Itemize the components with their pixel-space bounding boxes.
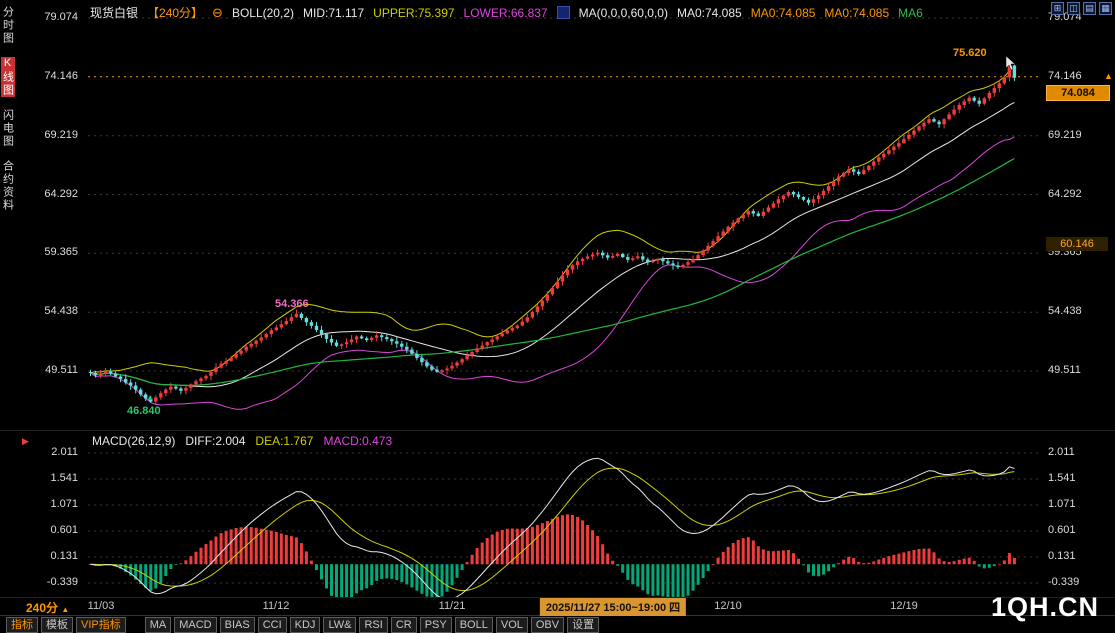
price-axis-label-right: 69.219 bbox=[1048, 128, 1082, 141]
x-axis-highlight-label: 2025/11/27 15:00~19:00 四 bbox=[539, 598, 687, 616]
x-axis-tick: 12/19 bbox=[890, 600, 918, 612]
x-axis-tick: 12/10 bbox=[714, 600, 742, 612]
panel-divider bbox=[0, 430, 1115, 431]
tab-cci[interactable]: CCI bbox=[257, 616, 287, 633]
boll-lower-value: LOWER:66.837 bbox=[463, 5, 548, 20]
collapse-arrow-icon[interactable]: ▶ bbox=[22, 436, 29, 446]
ma-value-2: MA0:74.085 bbox=[750, 5, 816, 20]
tab-boll[interactable]: BOLL bbox=[454, 616, 493, 633]
symbol-label: 现货白银 bbox=[90, 6, 139, 20]
indicator-header: 现货白银 【240分】 ⊖ BOLL(20,2) MID:71.117 UPPE… bbox=[90, 4, 923, 21]
window-layout-icon-3[interactable]: ▤ bbox=[1083, 2, 1096, 15]
boll-mid-value: MID:71.117 bbox=[303, 5, 365, 20]
tab-candle-chart[interactable]: K线图 bbox=[0, 57, 15, 97]
macd-axis-label-left: 2.011 bbox=[51, 446, 78, 458]
peak-annotation: 54.366 bbox=[275, 298, 309, 310]
price-axis-label-right: 49.511 bbox=[1048, 363, 1081, 376]
tab-contract-info[interactable]: 合约资料 bbox=[1, 160, 14, 212]
period-up-icon: ▲ bbox=[61, 605, 70, 614]
tab-vip-indicators[interactable]: VIP指标 bbox=[76, 616, 126, 633]
macd-header: MACD(26,12,9) DIFF:2.004 DEA:1.767 MACD:… bbox=[92, 434, 392, 448]
current-price-badge: 74.084 bbox=[1046, 85, 1110, 101]
period-label[interactable]: 【240分】 bbox=[147, 6, 204, 20]
tab-indicators[interactable]: 指标 bbox=[6, 616, 38, 633]
sidebar: 分时图 K线图闪电图合约资料 bbox=[0, 0, 15, 212]
tab-flash-chart[interactable]: 闪电图 bbox=[1, 109, 14, 148]
high-annotation: 75.620 bbox=[953, 47, 987, 59]
macd-axis-label-right: 1.541 bbox=[1048, 472, 1076, 484]
price-axis-label-right: 54.438 bbox=[1048, 305, 1082, 318]
period-selector[interactable]: 240分 ▲ bbox=[26, 601, 70, 615]
macd-axis-label-right: 0.131 bbox=[1048, 550, 1076, 562]
tab-macd[interactable]: MACD bbox=[174, 616, 217, 633]
tab-kdj[interactable]: KDJ bbox=[289, 616, 321, 633]
price-axis-label-left: 69.219 bbox=[44, 128, 78, 141]
ma-value-4: MA6 bbox=[898, 5, 923, 20]
price-axis-label-left: 64.292 bbox=[44, 187, 78, 200]
indicator-tabbar: 指标 模板 VIP指标 MA MACD BIAS CCI KDJ LW& RSI CR PSY BOLL… bbox=[0, 616, 1115, 633]
settlement-price-badge: 60.146 bbox=[1046, 237, 1108, 251]
macd-diff-value: DIFF:2.004 bbox=[185, 434, 246, 448]
price-axis-label-left: 49.511 bbox=[45, 363, 78, 376]
low-annotation: 46.840 bbox=[127, 405, 161, 417]
macd-axis-label-right: 0.601 bbox=[1048, 524, 1076, 536]
macd-dea-value: DEA:1.767 bbox=[255, 434, 314, 448]
window-layout-icon-4[interactable]: ▦ bbox=[1099, 2, 1112, 15]
macd-axis-label-right: -0.339 bbox=[1048, 576, 1080, 588]
window-layout-icons: ⊞ ◫ ▤ ▦ bbox=[1051, 2, 1112, 15]
price-axis-label-right: 64.292 bbox=[1048, 187, 1082, 200]
boll-upper-value: UPPER:75.397 bbox=[373, 5, 455, 20]
tab-vol[interactable]: VOL bbox=[495, 616, 528, 633]
macd-legend: MACD(26,12,9) bbox=[92, 434, 176, 448]
x-axis-tick: 11/12 bbox=[262, 600, 290, 612]
tab-time-chart[interactable]: 分时图 bbox=[1, 6, 14, 45]
window-layout-icon-2[interactable]: ◫ bbox=[1067, 2, 1080, 15]
ma-legend: MA(0,0,0,60,0,0) bbox=[578, 5, 668, 20]
tab-rsi[interactable]: RSI bbox=[359, 616, 388, 633]
macd-axis-label-left: 1.541 bbox=[50, 472, 78, 484]
mouse-cursor bbox=[1005, 55, 1016, 71]
macd-axis-label-left: -0.339 bbox=[46, 576, 78, 588]
macd-axis-label-left: 0.601 bbox=[50, 524, 78, 536]
x-axis-tick: 11/21 bbox=[438, 600, 466, 612]
price-axis-label-left: 59.365 bbox=[44, 246, 78, 259]
ma-value-3: MA0:74.085 bbox=[824, 5, 890, 20]
minus-circle-icon[interactable]: ⊖ bbox=[212, 4, 223, 20]
tab-psy[interactable]: PSY bbox=[419, 616, 452, 633]
macd-axis-label-left: 0.131 bbox=[50, 550, 78, 562]
price-axis-label-right: 74.146 bbox=[1048, 69, 1082, 82]
tab-cr[interactable]: CR bbox=[390, 616, 417, 633]
tab-templates[interactable]: 模板 bbox=[41, 616, 73, 633]
tab-obv[interactable]: OBV bbox=[530, 616, 565, 633]
tab-settings[interactable]: 设置 bbox=[567, 616, 600, 633]
price-axis-label-left: 79.074 bbox=[44, 11, 78, 23]
low-marker-icon: ▲ bbox=[146, 393, 154, 402]
tab-ma[interactable]: MA bbox=[144, 616, 172, 633]
window-layout-icon-1[interactable]: ⊞ bbox=[1051, 2, 1064, 15]
boll-legend: BOLL(20,2) bbox=[231, 5, 294, 20]
watermark: 1QH.CN bbox=[990, 592, 1099, 622]
tab-bias[interactable]: BIAS bbox=[219, 616, 255, 633]
macd-bar-value: MACD:0.473 bbox=[323, 434, 393, 448]
price-up-arrow-icon: ▲ bbox=[1104, 71, 1113, 81]
x-axis-tick: 11/03 bbox=[87, 600, 115, 612]
xaxis-divider bbox=[0, 597, 1115, 598]
tab-lwr[interactable]: LW& bbox=[323, 616, 357, 633]
macd-axis-label-right: 1.071 bbox=[1048, 498, 1076, 510]
price-axis-label-left: 54.438 bbox=[44, 305, 78, 318]
macd-axis-label-left: 1.071 bbox=[50, 498, 78, 510]
indicator-settings-icon[interactable] bbox=[556, 6, 570, 19]
price-axis-label-left: 74.146 bbox=[44, 69, 78, 82]
ma-value-1: MA0:74.085 bbox=[676, 5, 742, 20]
macd-axis-label-right: 2.011 bbox=[1048, 446, 1075, 458]
